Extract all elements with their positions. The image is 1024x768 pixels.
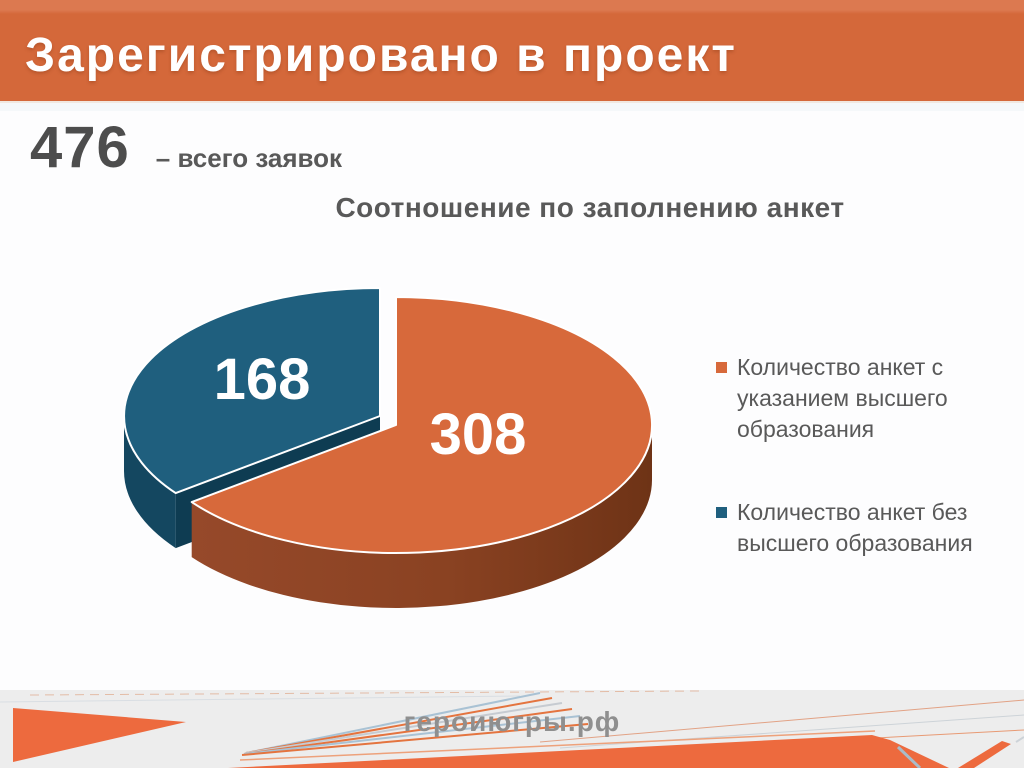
total-stat: 476 – всего заявок: [30, 114, 342, 181]
legend-label: Количество анкет без высшего образования: [737, 499, 973, 556]
triangle-icon: [13, 708, 186, 762]
fan-lines-icon: [241, 692, 589, 756]
slide-header: Зарегистрировано в проект: [0, 0, 1024, 103]
legend-label: Количество анкет с указанием высшего обр…: [737, 354, 948, 442]
chart-legend: Количество анкет с указанием высшего обр…: [716, 352, 1016, 559]
legend-item: Количество анкет с указанием высшего обр…: [716, 352, 1016, 445]
footer-url: героиюгры.рф: [403, 706, 621, 737]
pie-chart: 168 308: [123, 287, 653, 608]
pie-slice-teal-wall: [124, 416, 176, 549]
band-icon: [228, 735, 949, 768]
pie-slice-orange-wall: [191, 425, 652, 608]
footer: героиюгры.рф: [0, 690, 1024, 768]
legend-item: Количество анкет без высшего образования: [716, 497, 1016, 559]
footer-decoration: [0, 690, 1024, 768]
chart-title: Соотношение по заполнению анкет: [335, 192, 845, 223]
chevron-icon: [958, 741, 1011, 768]
pie-label-orange: 308: [430, 402, 527, 467]
pie-slice-teal: [123, 287, 381, 495]
stat-label: – всего заявок: [155, 143, 343, 173]
pie-slice-orange: [190, 296, 653, 554]
pie-label-teal: 168: [214, 347, 311, 412]
page-title: Зарегистрировано в проект: [25, 29, 737, 82]
stat-value: 476: [30, 115, 130, 180]
header-divider: [0, 103, 1024, 111]
legend-swatch-orange-icon: [716, 362, 727, 373]
legend-swatch-teal-icon: [716, 507, 727, 518]
